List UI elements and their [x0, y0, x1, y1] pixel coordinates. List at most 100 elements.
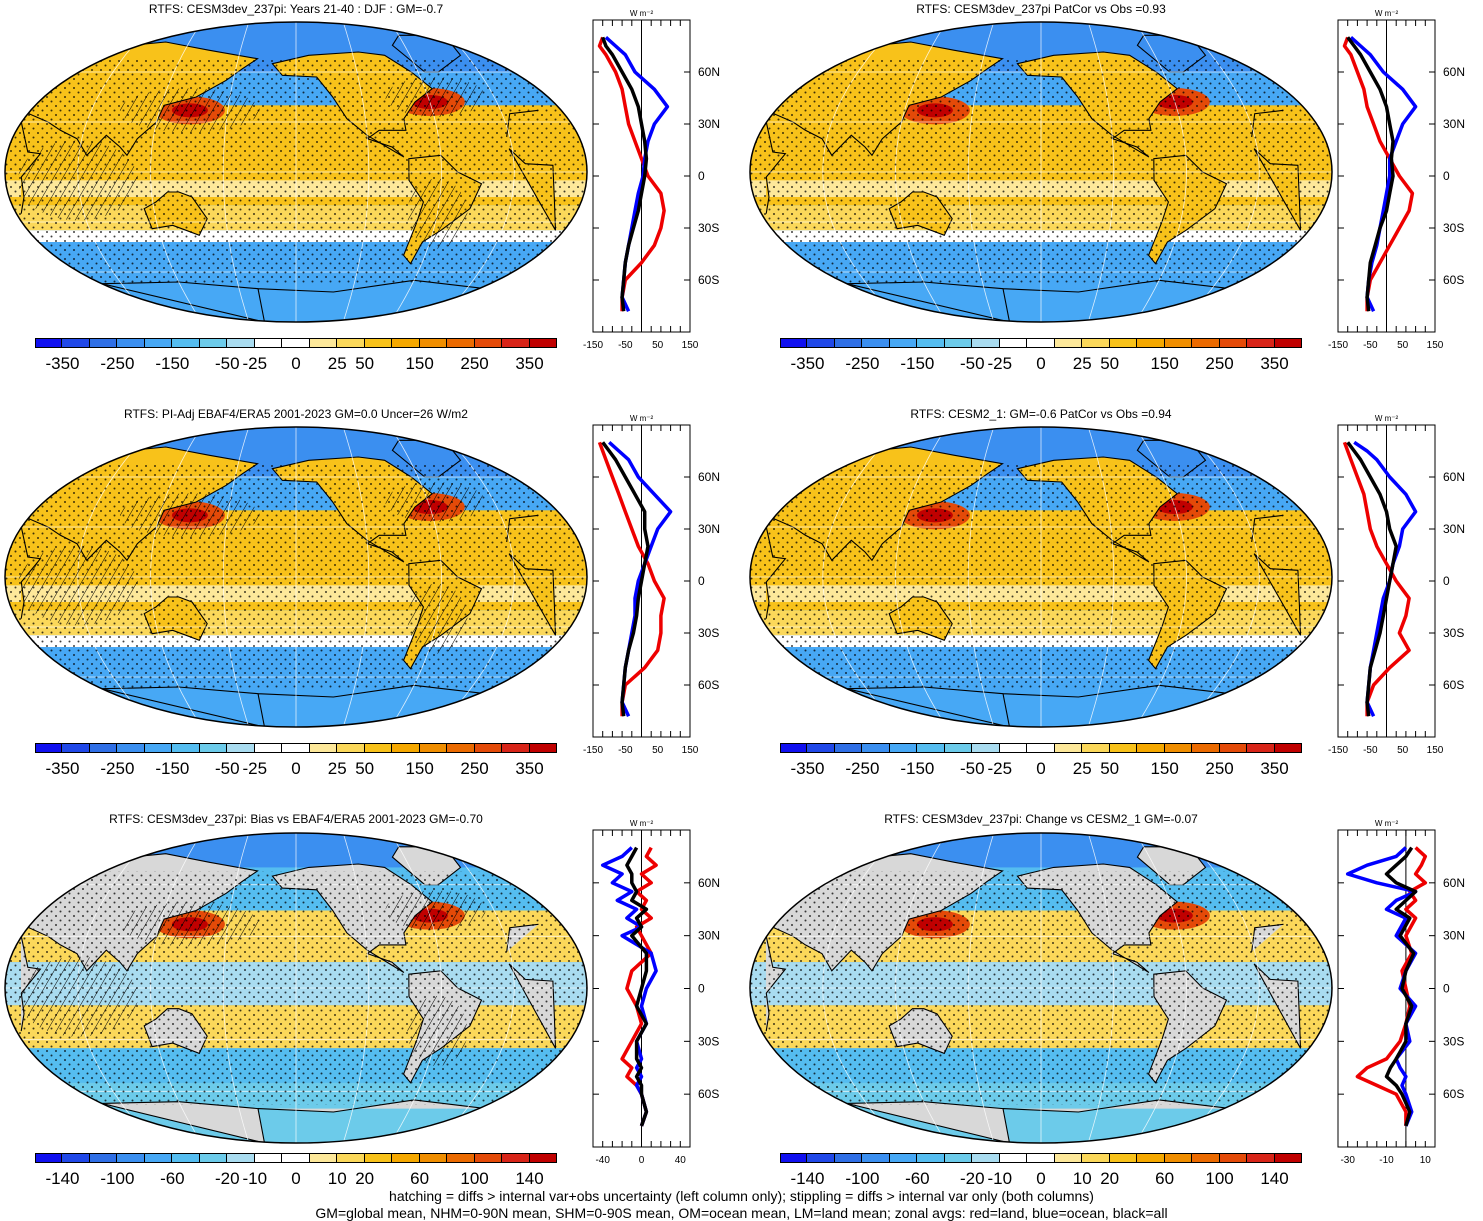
colorbar-swatch	[89, 743, 118, 753]
zonal-x-tick-label: -50	[618, 340, 633, 351]
colorbar-swatch	[972, 338, 1000, 348]
colorbar-swatch	[447, 1153, 475, 1163]
colorbar-swatch	[474, 743, 503, 753]
colorbar-label: 100	[460, 1169, 489, 1188]
colorbar-swatch	[944, 743, 973, 753]
map-outline	[4, 426, 588, 728]
zonal-plot: W m⁻² 60N 30N 0 30S 60S -40 0 40	[592, 819, 720, 1166]
colorbar-swatch	[337, 338, 365, 348]
colorbar-frame	[35, 1153, 557, 1163]
colorbar-swatch	[254, 1153, 283, 1163]
colorbar-label: -350	[45, 354, 80, 373]
colorbar-label: -250	[100, 354, 135, 373]
zonal-unit-label: W m⁻²	[630, 414, 654, 423]
colorbar-swatch	[834, 338, 863, 348]
colorbar-swatch	[254, 338, 283, 348]
hatching	[385, 890, 486, 931]
colorbar-label: -250	[845, 354, 880, 373]
zonal-lat-label: 30N	[698, 929, 720, 943]
zonal-plot: W m⁻² 60N 30N 0 30S 60S -150 -50 50 150	[1328, 9, 1465, 351]
zonal-x-tick-label: 150	[682, 745, 699, 756]
colorbar-swatch	[62, 743, 90, 753]
hatching	[407, 583, 468, 654]
zonal-x-tick-label: -30	[1340, 1155, 1355, 1166]
colorbar-swatch	[780, 338, 808, 348]
colorbar-swatch	[309, 1153, 338, 1163]
zonal-x-tick-label: -150	[1328, 340, 1348, 351]
zonal-lat-label: 60S	[698, 273, 719, 287]
colorbar-swatch	[364, 1153, 393, 1163]
colorbar-label: 0	[1036, 759, 1046, 778]
colorbar-label: 350	[1260, 354, 1289, 373]
map	[749, 832, 1333, 1144]
zonal-lat-label: 60S	[1443, 678, 1464, 692]
zonal-x-tick-label: -150	[583, 745, 603, 756]
colorbar-label: 0	[1036, 1169, 1046, 1188]
colorbar-swatch	[999, 743, 1028, 753]
zonal-lat-label: 0	[1443, 982, 1450, 996]
colorbar-swatch	[447, 743, 475, 753]
colorbar-swatch	[1219, 743, 1248, 753]
colorbar-swatch	[1192, 338, 1220, 348]
colorbar-swatch	[972, 1153, 1000, 1163]
colorbar-swatch	[1082, 338, 1110, 348]
colorbar-label: 50	[355, 759, 375, 778]
colorbar-swatch	[447, 338, 475, 348]
stippling	[750, 59, 1332, 285]
colorbar-swatch	[172, 743, 200, 753]
colorbar-swatch	[337, 1153, 365, 1163]
map	[4, 21, 588, 323]
colorbar-label: 250	[460, 759, 489, 778]
colorbar-label: -60	[905, 1169, 930, 1188]
zonal-lat-label: 30N	[1443, 117, 1465, 131]
colorbar: -350 -250 -150 -50 -25 0 25 50 150 250 350	[780, 338, 1302, 378]
colorbar-swatch	[1137, 743, 1165, 753]
map	[749, 21, 1333, 323]
hatching	[385, 482, 486, 522]
colorbar-swatch	[780, 743, 808, 753]
colorbar-frame	[780, 743, 1302, 753]
zonal-x-tick-label: 40	[675, 1155, 687, 1166]
zonal-lat-label: 30S	[698, 1034, 719, 1048]
colorbar-swatch	[1164, 338, 1193, 348]
colorbar-swatch	[199, 338, 228, 348]
colorbar-swatch	[999, 1153, 1028, 1163]
stippling	[750, 464, 1332, 690]
colorbar-label: 350	[515, 354, 544, 373]
colorbar-swatch	[419, 338, 448, 348]
colorbar-label: 150	[405, 759, 434, 778]
colorbar-swatch	[227, 338, 255, 348]
colorbar-swatch	[780, 1153, 808, 1163]
zonal-plot: W m⁻² 60N 30N 0 30S 60S -150 -50 50 150	[1328, 414, 1465, 756]
colorbar-swatch	[1247, 743, 1275, 753]
colorbar-label: -25	[242, 759, 268, 778]
zonal-lat-label: 30N	[1443, 522, 1465, 536]
colorbar-swatch	[889, 1153, 918, 1163]
colorbar-label: 140	[1260, 1169, 1289, 1188]
zonal-lat-label: 60S	[698, 678, 719, 692]
colorbar-label: -50	[960, 354, 985, 373]
zonal-lat-label: 30S	[1443, 1034, 1464, 1048]
zonal-lat-label: 60S	[698, 1087, 719, 1101]
map-outline	[4, 832, 588, 1144]
colorbar-label: 20	[1100, 1169, 1120, 1188]
colorbar-frame	[35, 743, 557, 753]
zonal-unit-label: W m⁻²	[630, 9, 654, 18]
zonal-lat-label: 60N	[1443, 65, 1465, 79]
zonal-plot: W m⁻² 60N 30N 0 30S 60S -150 -50 50 150	[583, 414, 720, 756]
colorbar: -140 -100 -60 -20 -10 0 10 20 60 100 140	[780, 1153, 1302, 1193]
zonal-series-all	[1346, 36, 1395, 312]
colorbar-swatch	[944, 1153, 973, 1163]
colorbar-swatch	[1082, 1153, 1110, 1163]
colorbar-frame	[780, 338, 1302, 348]
colorbar-label: -25	[987, 354, 1013, 373]
zonal-series-land	[597, 441, 666, 717]
colorbar-swatch	[917, 338, 945, 348]
colorbar-label: -250	[845, 759, 880, 778]
zonal-lat-label: 0	[698, 574, 705, 588]
panel-title: RTFS: CESM3dev_237pi PatCor vs Obs =0.93	[916, 2, 1166, 16]
map	[749, 426, 1333, 728]
zonal-x-tick-label: -10	[1379, 1155, 1394, 1166]
colorbar-label: 350	[1260, 759, 1289, 778]
colorbar-swatch	[89, 1153, 118, 1163]
